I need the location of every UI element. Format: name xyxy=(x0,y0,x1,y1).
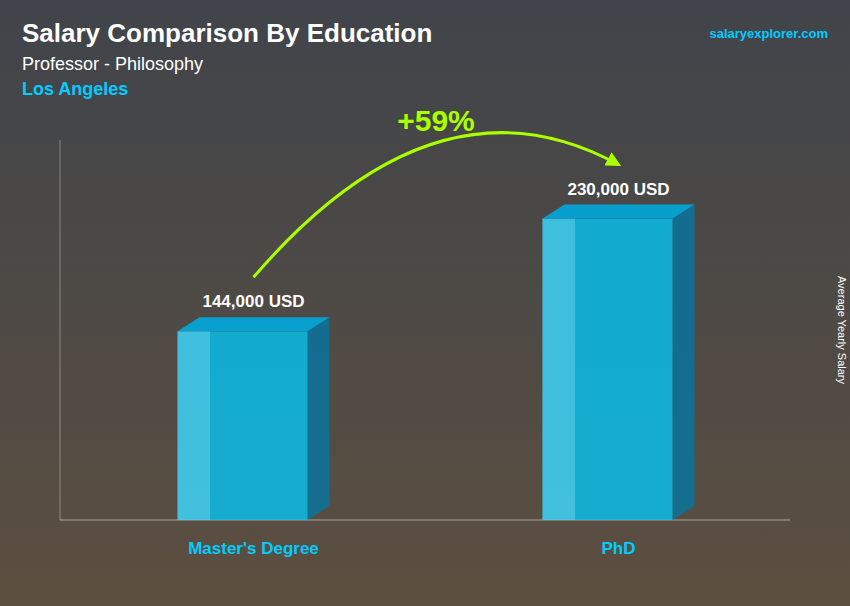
x-axis xyxy=(60,520,790,521)
bar-top xyxy=(543,205,695,219)
bar-side xyxy=(673,205,695,520)
bars xyxy=(178,205,695,520)
y-label: Average Yearly Salary xyxy=(836,276,848,385)
bar xyxy=(178,331,308,520)
pct-change: +59% xyxy=(397,104,475,137)
title: Salary Comparison By Education xyxy=(22,18,432,48)
bar xyxy=(543,219,673,520)
bar-top xyxy=(178,317,330,331)
bar-highlight xyxy=(543,219,576,520)
watermark: salaryexplorer.com xyxy=(709,26,828,41)
category-label: Master's Degree xyxy=(188,539,319,558)
category-label: PhD xyxy=(602,539,636,558)
chart: Salary Comparison By Education Professor … xyxy=(0,0,850,606)
bar-side xyxy=(308,317,330,520)
y-axis xyxy=(60,140,61,520)
value-label: 144,000 USD xyxy=(202,292,304,311)
background xyxy=(0,0,850,606)
bar-highlight xyxy=(178,331,211,520)
change-arrow xyxy=(254,133,619,278)
subtitle: Professor - Philosophy xyxy=(22,54,203,74)
location: Los Angeles xyxy=(22,79,128,99)
value-label: 230,000 USD xyxy=(567,180,669,199)
